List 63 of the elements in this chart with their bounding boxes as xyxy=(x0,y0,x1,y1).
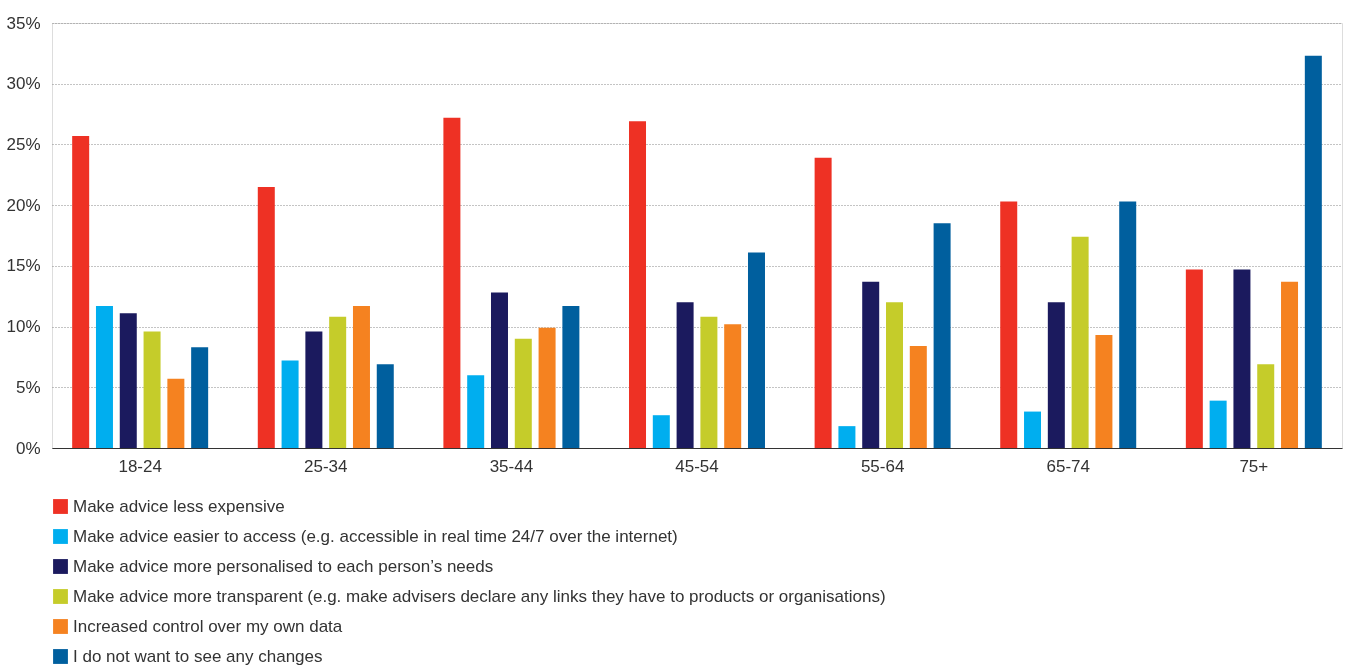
bar xyxy=(329,316,347,448)
legend-label: Make advice less expensive xyxy=(73,496,285,516)
bar xyxy=(167,378,185,448)
bar xyxy=(467,375,485,448)
bar xyxy=(1257,364,1275,448)
bar xyxy=(1185,269,1203,448)
bar xyxy=(747,252,765,448)
bar xyxy=(1281,281,1299,448)
bar xyxy=(838,426,856,448)
legend-label: Make advice easier to access (e.g. accessible in real time 24/7 over the internet) xyxy=(73,526,678,546)
bar xyxy=(862,281,880,448)
bar xyxy=(514,338,532,448)
y-tick-label: 25% xyxy=(6,134,41,154)
bar xyxy=(72,135,90,448)
bar xyxy=(1304,55,1322,448)
y-tick-label: 20% xyxy=(6,195,41,215)
bar xyxy=(305,331,323,448)
x-tick-label: 45-54 xyxy=(675,456,719,476)
x-tick-label: 18-24 xyxy=(118,456,162,476)
bar xyxy=(490,292,508,448)
bar xyxy=(1119,201,1137,448)
x-tick-label: 75+ xyxy=(1239,456,1269,476)
y-tick-label: 30% xyxy=(6,74,41,94)
bar xyxy=(909,346,927,448)
bar xyxy=(1233,269,1251,448)
bar xyxy=(538,327,556,448)
bar xyxy=(1095,335,1113,448)
y-tick-label: 0% xyxy=(15,438,41,458)
x-tick-label: 55-64 xyxy=(860,456,905,476)
bar xyxy=(257,186,275,448)
legend-label: Increased control over my own data xyxy=(73,616,343,636)
x-tick-label: 65-74 xyxy=(1046,456,1090,476)
bar xyxy=(281,360,299,448)
bar xyxy=(933,223,951,448)
bar xyxy=(724,324,742,448)
bar xyxy=(352,305,370,448)
bar xyxy=(676,302,694,448)
bar xyxy=(814,157,832,448)
bar xyxy=(652,415,670,448)
bar xyxy=(1047,302,1065,448)
bar xyxy=(1071,236,1089,448)
bar xyxy=(443,117,461,448)
bar xyxy=(562,305,580,448)
x-tick-label: 25-34 xyxy=(304,456,348,476)
bar xyxy=(376,364,394,448)
bar xyxy=(629,121,647,448)
bar xyxy=(95,305,113,448)
legend-label: Make advice more personalised to each person’s needs xyxy=(73,556,494,576)
bar xyxy=(1000,201,1018,448)
y-tick-label: 5% xyxy=(15,377,41,397)
bar xyxy=(191,347,209,448)
y-tick-label: 10% xyxy=(6,317,41,337)
y-tick-label: 15% xyxy=(6,256,41,276)
bar xyxy=(143,331,161,448)
x-tick-label: 35-44 xyxy=(489,456,534,476)
bar xyxy=(886,302,904,448)
legend-label: Make advice more transparent (e.g. make advisers declare any links they have to products or organisations) xyxy=(73,586,886,606)
y-tick-label: 35% xyxy=(6,13,41,33)
bar xyxy=(1024,411,1042,448)
bar xyxy=(700,316,718,448)
legend-label: I do not want to see any changes xyxy=(73,646,323,666)
bar xyxy=(1209,400,1227,448)
bar xyxy=(119,313,137,448)
